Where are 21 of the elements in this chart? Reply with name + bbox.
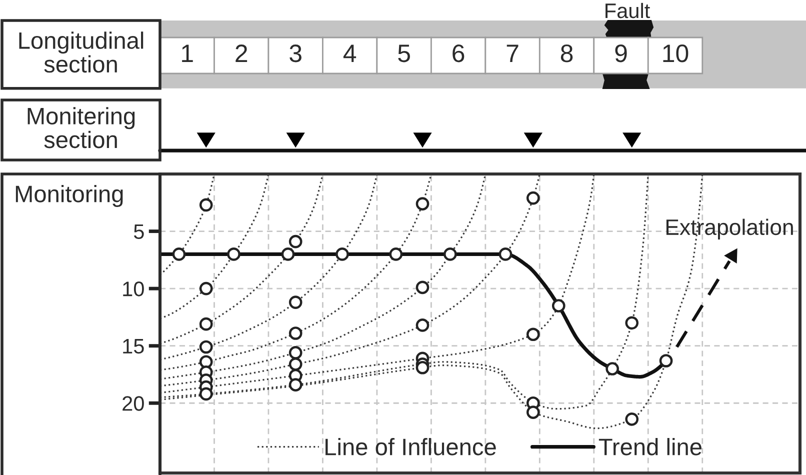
y-tick-label: 10 [123, 282, 144, 296]
y-tick-label: 15 [123, 339, 144, 354]
text: Monitering section [28, 107, 135, 148]
x-tick-label: 1 [182, 44, 193, 62]
x-tick-label: 6 [452, 44, 464, 62]
x-tick-label: 10 [663, 44, 688, 62]
x-tick-label: 9 [615, 44, 627, 62]
text: Fault [606, 2, 650, 18]
legend-label: Line of Influence [326, 438, 496, 456]
x-tick-label: 2 [236, 44, 248, 62]
x-axis-title: Longitudinal section [19, 32, 144, 73]
y-axis-title: Monitoring [16, 184, 123, 208]
x-tick-label: 7 [506, 44, 518, 62]
x-tick-label: 4 [343, 44, 356, 62]
x-tick-label: 8 [560, 44, 573, 62]
y-tick-label: 5 [134, 224, 144, 240]
x-tick-label: 5 [398, 44, 410, 62]
legend-label: Trend line [598, 438, 702, 456]
annotation: Extrapolation [666, 218, 793, 240]
x-tick-label: 3 [290, 44, 302, 62]
y-tick-label: 20 [122, 396, 144, 411]
